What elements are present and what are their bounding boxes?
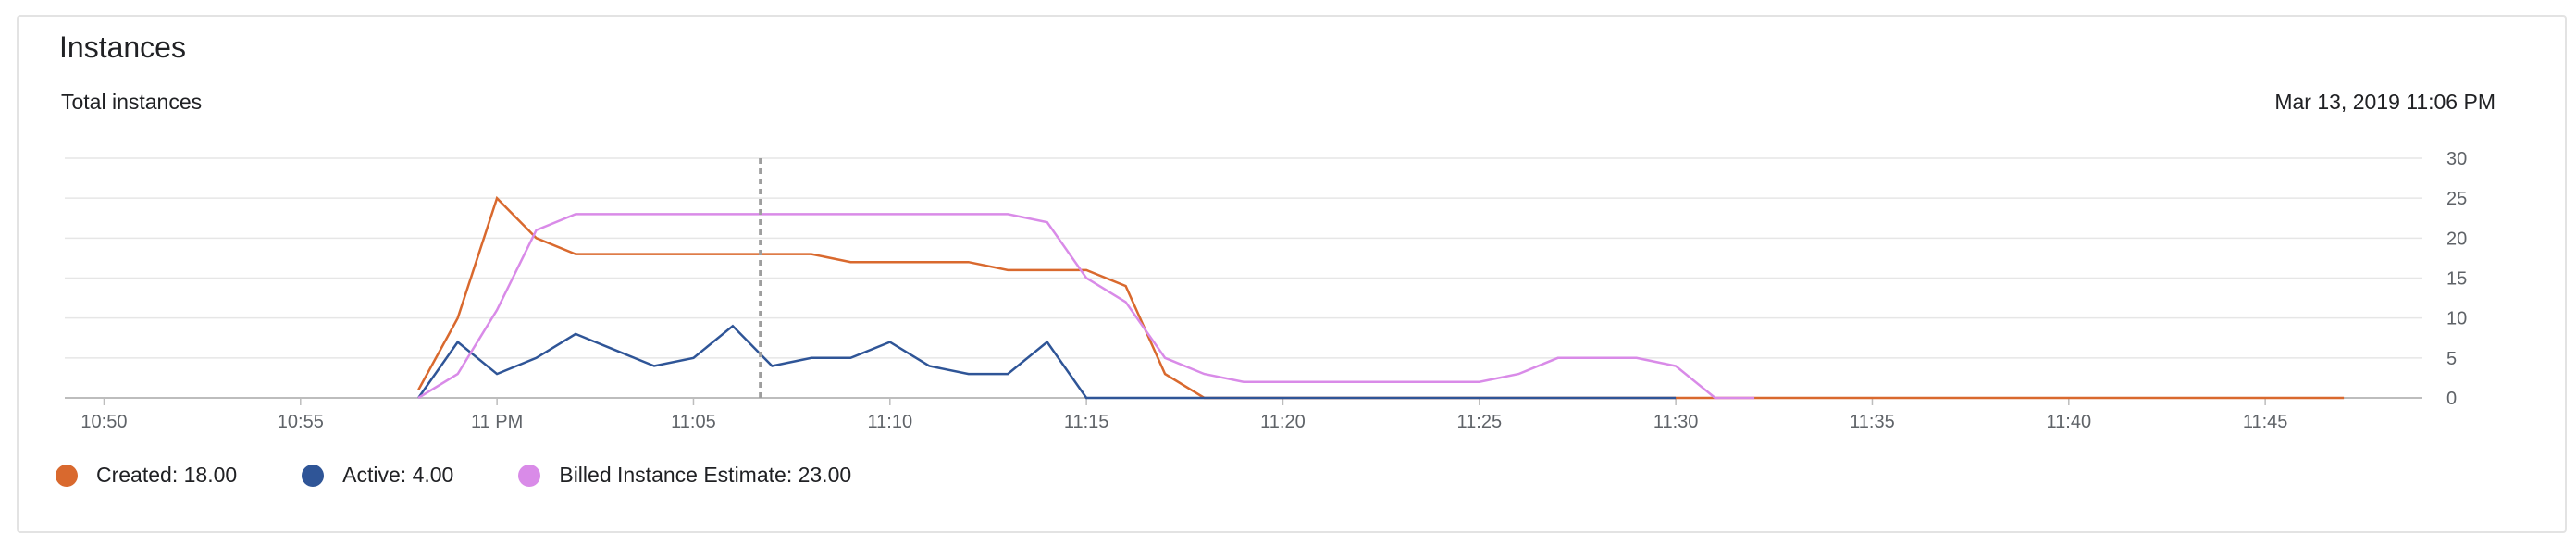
y-tick-label: 10 (2446, 309, 2467, 329)
grid-layer (65, 157, 2422, 399)
legend-swatch (56, 464, 78, 487)
chart-subtitle: Total instances (61, 90, 203, 114)
cursor-timestamp: Mar 13, 2019 11:06 PM (2274, 90, 2496, 114)
x-tick-label: 11:25 (1457, 412, 1503, 432)
x-tick-label: 10:50 (80, 412, 127, 432)
x-tick-label: 11:30 (1653, 412, 1699, 432)
instances-card (17, 15, 2567, 533)
legend-item[interactable]: Active: 4.00 (302, 463, 453, 488)
y-tick-label: 25 (2446, 189, 2467, 209)
x-tick-label: 11:05 (671, 412, 716, 432)
y-tick-label: 5 (2446, 349, 2457, 369)
y-tick-label: 20 (2446, 229, 2467, 249)
axis-layer: 0 5 10 15 20 25 30 10:50 10:55 11 PM 11:05 11:10 11:… (80, 149, 2467, 432)
x-tick-label: 11:35 (1850, 412, 1895, 432)
legend-label: Created: 18.00 (96, 463, 238, 487)
legend-swatch (302, 464, 325, 487)
x-tick-label: 10:55 (278, 412, 324, 432)
series-line-active[interactable] (417, 324, 1677, 400)
x-tick-label: 11:10 (868, 412, 913, 432)
series-line-billed-instance-estimate[interactable] (417, 213, 1755, 400)
legend-label: Active: 4.00 (342, 463, 454, 487)
legend-label: Billed Instance Estimate: 23.00 (559, 463, 852, 487)
y-tick-label: 30 (2446, 149, 2467, 169)
chart-legend: Created: 18.00 Active: 4.00 Billed Instanc… (56, 463, 916, 488)
legend-item[interactable]: Billed Instance Estimate: 23.00 (518, 463, 851, 488)
x-tick-label: 11:20 (1260, 412, 1306, 432)
legend-swatch (518, 464, 541, 487)
instances-line-chart[interactable]: 0 5 10 15 20 25 30 10:50 10:55 11 PM 11:05 11:10 11:… (0, 0, 2576, 513)
x-tick-label: 11:45 (2243, 412, 2288, 432)
legend-item[interactable]: Created: 18.00 (56, 463, 237, 488)
x-tick-label: 11:40 (2047, 412, 2092, 432)
y-tick-label: 15 (2446, 269, 2467, 290)
y-tick-label: 0 (2446, 389, 2457, 409)
series-line-created[interactable] (417, 195, 2345, 400)
series-layer (417, 195, 2345, 400)
x-tick-label: 11:15 (1064, 412, 1109, 432)
x-tick-label: 11 PM (471, 412, 523, 432)
card-title: Instances (59, 31, 186, 64)
